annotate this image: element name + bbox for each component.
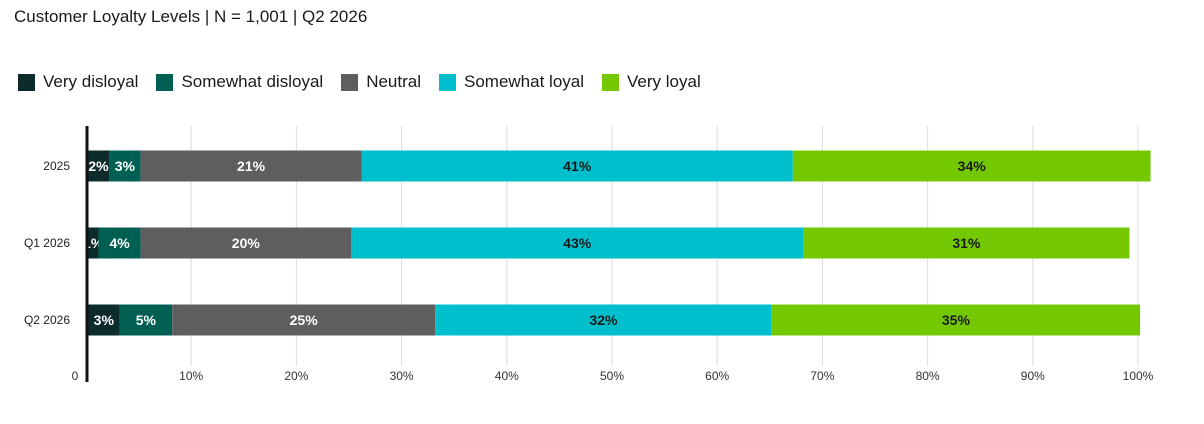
bar-segment [119,304,173,336]
bar-segment [140,227,351,259]
chart-title: Customer Loyalty Levels | N = 1,001 | Q2… [14,7,368,26]
category-label: Q1 2026 [24,236,70,250]
bar-segment [88,227,99,259]
legend-label: Very loyal [627,72,701,91]
data-label: 2% [88,158,109,174]
x-tick-label: 0 [72,369,79,383]
bar-segment [771,304,1140,336]
x-tick-label: 60% [705,369,729,383]
bar-segment [792,150,1151,182]
legend-swatch [439,73,456,91]
data-label: 5% [136,312,157,328]
x-tick-label: 30% [390,369,414,383]
legend-item: Very loyal [602,72,701,92]
legend-label: Somewhat loyal [464,72,585,91]
data-label: 43% [563,235,592,251]
x-tick-label: 20% [284,369,308,383]
legend-item: Somewhat disloyal [156,72,323,92]
legend-swatch [156,73,174,91]
category-label: Q2 2026 [24,313,70,327]
legend-label: Neutral [366,72,421,91]
x-tick-label: 50% [600,369,624,383]
data-label: 3% [115,158,136,174]
x-tick-label: 40% [495,369,519,383]
legend-swatch [18,73,35,91]
bar-segment [98,227,141,259]
legend-label: Very disloyal [43,72,139,91]
x-tick-label: 80% [916,369,940,383]
data-label: 41% [563,158,592,174]
legend-label: Somewhat disloyal [181,72,324,91]
x-tick-label: 90% [1021,369,1045,383]
x-tick-label: 100% [1123,369,1154,383]
bar-segment [803,227,1130,259]
x-tick-label: 70% [810,369,834,383]
data-label: 21% [237,158,266,174]
x-tick-label: 10% [179,369,203,383]
bar-segment [88,150,110,182]
bar-segment [351,227,804,259]
data-label: 20% [232,235,261,251]
legend: Very disloyal Somewhat disloyal Neutral Som… [18,72,701,92]
bar-segment [172,304,436,336]
data-label: 34% [958,158,987,174]
bar-segment [361,150,793,182]
data-label: 32% [589,312,618,328]
legend-swatch [602,73,620,91]
category-label: 2025 [43,159,70,173]
bar-segment [435,304,772,336]
bar-segment [88,304,120,336]
legend-item: Somewhat loyal [439,72,584,92]
data-label: 25% [290,312,319,328]
legend-item: Neutral [341,72,421,92]
data-label: 35% [942,312,971,328]
bar-segment [109,150,141,182]
legend-item: Very disloyal [18,72,138,92]
data-label: 4% [109,235,130,251]
data-label: 31% [952,235,981,251]
bar-segment [140,150,362,182]
legend-swatch [341,73,359,91]
data-label: 3% [94,312,115,328]
